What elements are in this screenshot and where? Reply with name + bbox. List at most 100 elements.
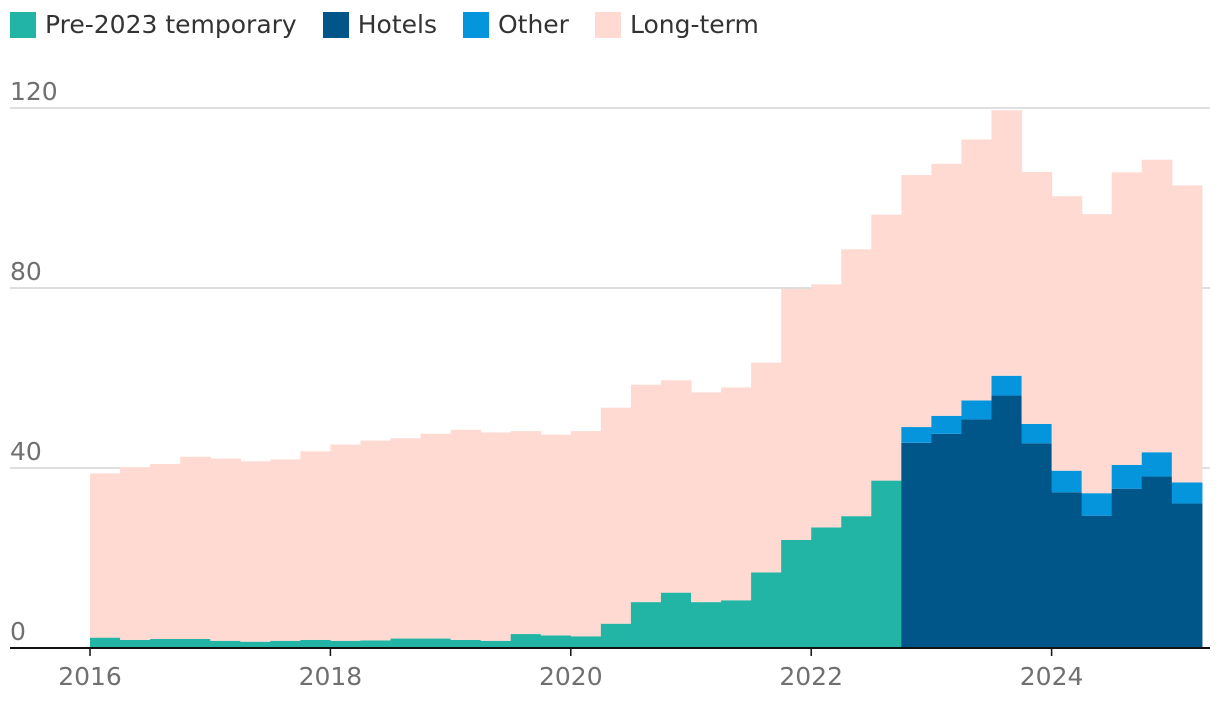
bar-pre-2023-temporary <box>630 602 662 648</box>
bar-long-term <box>630 384 662 603</box>
legend-label: Other <box>497 10 569 39</box>
y-axis: 0 40 80 120 <box>10 77 58 646</box>
legend-swatch-pre-2023-temporary <box>10 11 36 38</box>
legend-label: Hotels <box>357 10 437 39</box>
bar-hotels <box>1021 443 1053 648</box>
legend-item-long-term: Long-term <box>594 10 759 39</box>
bar-pre-2023-temporary <box>540 635 572 648</box>
legend-swatch-long-term <box>594 11 621 38</box>
bar-hotels <box>961 419 993 648</box>
y-tick-label: 40 <box>10 437 42 466</box>
bar-long-term <box>510 431 542 635</box>
bar-hotels <box>1081 515 1113 648</box>
bar-long-term <box>90 473 121 638</box>
bar-long-term <box>660 380 692 593</box>
legend-item-pre-2023-temporary: Pre-2023 temporary <box>10 10 297 39</box>
bar-long-term <box>811 284 842 528</box>
bar-long-term <box>991 110 1023 376</box>
bar-pre-2023-temporary <box>841 516 872 648</box>
bar-pre-2023-temporary <box>270 640 301 648</box>
x-tick-label: 2020 <box>539 662 603 691</box>
bar-pre-2023-temporary <box>871 480 902 648</box>
bar-hotels <box>931 433 963 648</box>
bar-long-term <box>901 175 932 428</box>
bar-long-term <box>330 444 362 641</box>
bar-other <box>961 400 993 420</box>
bar-pre-2023-temporary <box>300 639 331 648</box>
bar-pre-2023-temporary <box>90 637 121 648</box>
bar-long-term <box>1141 159 1173 453</box>
bar-pre-2023-temporary <box>480 640 512 648</box>
y-tick-label: 80 <box>10 257 42 286</box>
bar-other <box>1021 423 1053 444</box>
bar-pre-2023-temporary <box>240 641 271 648</box>
bar-pre-2023-temporary <box>210 640 241 648</box>
bar-pre-2023-temporary <box>570 636 602 648</box>
bar-long-term <box>721 387 752 601</box>
bar-long-term <box>1111 172 1143 465</box>
legend-swatch-hotels <box>322 11 349 38</box>
bar-hotels <box>1171 503 1203 648</box>
bar-long-term <box>540 434 572 636</box>
bar-long-term <box>961 139 993 401</box>
bar-long-term <box>480 432 512 641</box>
bar-pre-2023-temporary <box>150 639 181 648</box>
bar-other <box>991 375 1023 396</box>
legend-label: Pre-2023 temporary <box>45 10 297 39</box>
bar-hotels <box>1111 488 1143 648</box>
bar-long-term <box>600 407 632 624</box>
bar-long-term <box>871 214 902 481</box>
bar-long-term <box>180 456 211 639</box>
bar-long-term <box>420 433 452 639</box>
bar-other <box>1051 470 1083 493</box>
bar-pre-2023-temporary <box>660 592 692 648</box>
x-tick-label: 2018 <box>299 662 363 691</box>
bar-hotels <box>991 395 1023 648</box>
bar-long-term <box>150 463 181 639</box>
bar-other <box>1141 452 1173 477</box>
bar-pre-2023-temporary <box>390 638 422 648</box>
x-tick-label: 2024 <box>1020 662 1084 691</box>
bar-hotels <box>1051 492 1083 648</box>
bar-long-term <box>450 429 482 640</box>
bar-long-term <box>841 249 872 517</box>
bar-long-term <box>390 438 422 639</box>
legend-swatch-other <box>462 11 489 38</box>
bar-pre-2023-temporary <box>781 540 812 648</box>
bar-long-term <box>1171 185 1203 483</box>
bar-long-term <box>1051 196 1083 471</box>
bar-other <box>1081 493 1113 516</box>
legend: Pre-2023 temporary Hotels Other Long-ter… <box>10 10 785 39</box>
bar-long-term <box>210 458 241 641</box>
bar-long-term <box>240 461 271 642</box>
legend-label: Long-term <box>629 10 759 39</box>
x-tick-label: 2016 <box>58 662 122 691</box>
bar-pre-2023-temporary <box>450 639 482 648</box>
bar-long-term <box>1081 214 1113 494</box>
bar-other <box>1111 464 1143 489</box>
x-tick-label: 2022 <box>779 662 843 691</box>
bar-pre-2023-temporary <box>120 639 151 648</box>
bar-pre-2023-temporary <box>330 640 362 648</box>
bar-long-term <box>120 467 151 640</box>
bar-long-term <box>781 288 812 540</box>
bar-pre-2023-temporary <box>360 640 392 648</box>
bar-pre-2023-temporary <box>420 638 452 648</box>
bar-long-term <box>270 459 301 641</box>
bar-other <box>1171 482 1203 504</box>
bar-long-term <box>570 431 602 637</box>
bar-long-term <box>360 440 392 641</box>
bar-pre-2023-temporary <box>811 527 842 648</box>
bar-pre-2023-temporary <box>691 602 722 648</box>
legend-item-hotels: Hotels <box>322 10 437 39</box>
bar-pre-2023-temporary <box>721 600 752 648</box>
y-tick-label: 0 <box>10 617 26 646</box>
bar-pre-2023-temporary <box>180 639 211 648</box>
bar-long-term <box>1021 171 1053 424</box>
bar-pre-2023-temporary <box>751 572 782 648</box>
bar-long-term <box>300 451 331 640</box>
bar-other <box>901 427 932 443</box>
bar-long-term <box>751 362 782 573</box>
bar-hotels <box>901 442 932 648</box>
